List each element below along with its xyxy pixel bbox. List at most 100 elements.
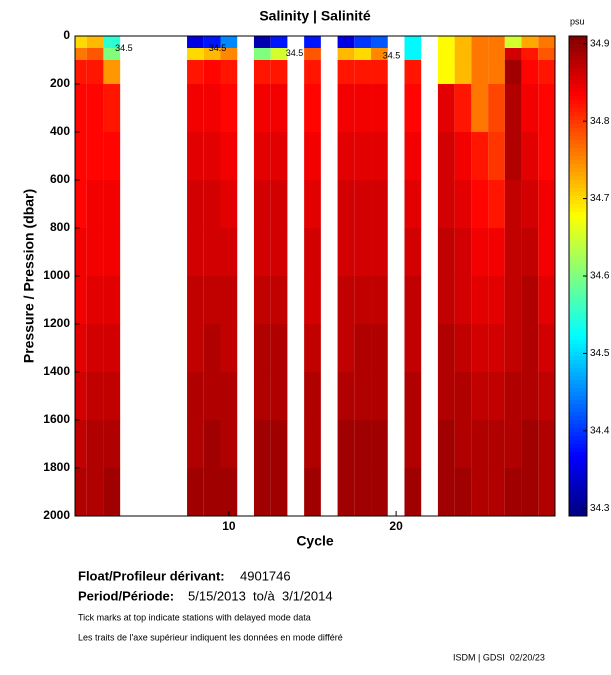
colorbar-segment xyxy=(569,96,587,101)
note-fr: Les traits de l'axe supérieur indiquent … xyxy=(78,632,343,642)
heat-cell xyxy=(404,228,422,277)
heat-cell xyxy=(86,468,104,517)
heat-cell xyxy=(86,36,104,49)
heat-cell xyxy=(203,48,221,61)
colorbar-tick-label: 34.4 xyxy=(590,425,610,436)
colorbar-segment xyxy=(569,72,587,77)
colorbar-segment xyxy=(569,308,587,313)
heat-cell xyxy=(521,180,539,229)
note-en: Tick marks at top indicate stations with… xyxy=(78,612,311,622)
heat-cell xyxy=(203,132,221,181)
colorbar-segment xyxy=(569,480,587,485)
heat-cell xyxy=(304,228,321,277)
heat-cell xyxy=(187,468,204,517)
heat-cell xyxy=(187,48,204,61)
colorbar-segment xyxy=(569,148,587,153)
colorbar-segment xyxy=(569,500,587,505)
heat-cell xyxy=(304,324,321,373)
float-id: 4901746 xyxy=(240,568,291,583)
heat-cell xyxy=(220,228,238,277)
colorbar-segment xyxy=(569,220,587,225)
heat-cell xyxy=(371,60,388,85)
heat-cell xyxy=(103,372,121,421)
colorbar-segment xyxy=(569,336,587,341)
heat-cell xyxy=(488,276,505,325)
contour-label: 34.5 xyxy=(286,48,304,58)
heat-cell xyxy=(253,180,271,229)
colorbar-segment xyxy=(569,196,587,201)
colorbar-segment xyxy=(569,248,587,253)
colorbar-segment xyxy=(569,292,587,297)
heat-cell xyxy=(354,324,372,373)
heat-cell xyxy=(538,36,555,49)
heat-cell xyxy=(337,48,355,61)
heat-cell xyxy=(75,84,87,133)
heat-cell xyxy=(304,48,321,61)
heat-cell xyxy=(488,468,505,517)
colorbar-segment xyxy=(569,416,587,421)
heat-cell xyxy=(538,228,555,277)
colorbar-segment xyxy=(569,508,587,513)
heat-cell xyxy=(187,36,204,49)
colorbar-segment xyxy=(569,408,587,413)
colorbar-segment xyxy=(569,84,587,89)
heat-cell xyxy=(404,132,422,181)
heat-cell xyxy=(521,84,539,133)
float-label: Float/Profileur dérivant: xyxy=(78,568,225,583)
heat-cell xyxy=(103,48,121,61)
heat-cell xyxy=(75,276,87,325)
heat-cell xyxy=(304,372,321,421)
colorbar-segment xyxy=(569,204,587,209)
colorbar-segment xyxy=(569,76,587,81)
heat-cell xyxy=(354,228,372,277)
colorbar-segment xyxy=(569,300,587,305)
colorbar-segment xyxy=(569,380,587,385)
colorbar-segment xyxy=(569,116,587,121)
heat-cell xyxy=(504,48,522,61)
heat-cell xyxy=(220,420,238,469)
heat-cell xyxy=(86,372,104,421)
heat-cell xyxy=(538,324,555,373)
heat-cell xyxy=(437,228,455,277)
colorbar-segment xyxy=(569,268,587,273)
colorbar-segment xyxy=(569,304,587,309)
colorbar-segment xyxy=(569,420,587,425)
heat-cell xyxy=(304,36,321,49)
heat-cell xyxy=(75,132,87,181)
heat-cell xyxy=(270,132,288,181)
heat-cell xyxy=(270,372,288,421)
y-tick-label: 1800 xyxy=(43,460,70,474)
heat-cell xyxy=(437,372,455,421)
heat-cell xyxy=(75,180,87,229)
heat-cell xyxy=(103,60,121,85)
heat-cell xyxy=(437,132,455,181)
colorbar-segment xyxy=(569,172,587,177)
colorbar-segment xyxy=(569,64,587,69)
colorbar-segment xyxy=(569,368,587,373)
heat-cell xyxy=(203,60,221,85)
colorbar-segment xyxy=(569,492,587,497)
heat-cell xyxy=(371,420,388,469)
heat-cell xyxy=(538,276,555,325)
heat-cell xyxy=(521,228,539,277)
heat-cell xyxy=(337,180,355,229)
heat-cell xyxy=(253,84,271,133)
heat-cell xyxy=(538,180,555,229)
heat-cell xyxy=(488,84,505,133)
heat-cell xyxy=(454,132,472,181)
heat-cell xyxy=(220,84,238,133)
colorbar-segment xyxy=(569,444,587,449)
heat-cell xyxy=(437,276,455,325)
heat-cell xyxy=(253,228,271,277)
colorbar-segment xyxy=(569,168,587,173)
colorbar-segment xyxy=(569,512,587,517)
y-tick-label: 400 xyxy=(50,124,70,138)
colorbar-segment xyxy=(569,208,587,213)
colorbar-segment xyxy=(569,344,587,349)
heat-cell xyxy=(103,36,121,49)
heat-cell xyxy=(337,468,355,517)
heat-cell xyxy=(253,372,271,421)
heat-cell xyxy=(337,60,355,85)
heat-cell xyxy=(75,420,87,469)
